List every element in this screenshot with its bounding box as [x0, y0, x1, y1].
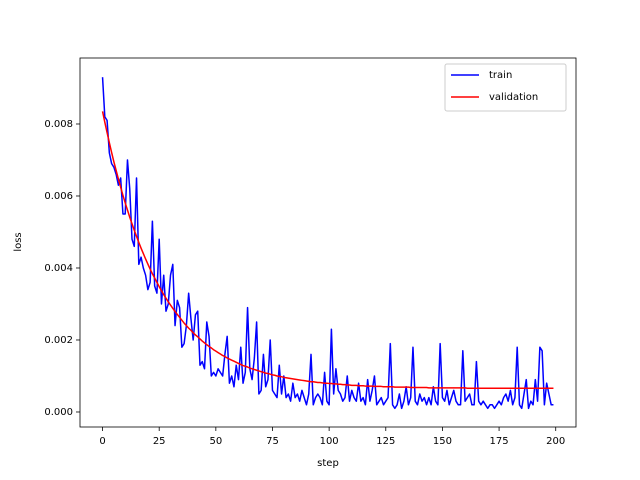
legend-label: train	[489, 70, 512, 81]
y-tick-label: 0.000	[44, 407, 73, 418]
y-tick-label: 0.006	[44, 191, 73, 202]
x-tick-label: 0	[99, 436, 105, 447]
y-axis-label: loss	[13, 232, 24, 251]
x-tick-label: 125	[376, 436, 395, 447]
y-tick-label: 0.004	[44, 263, 73, 274]
x-tick-label: 150	[433, 436, 452, 447]
legend-label: validation	[489, 92, 538, 103]
x-tick-label: 75	[266, 436, 279, 447]
x-axis-label: step	[317, 458, 339, 469]
axes-frame	[79, 57, 577, 428]
line-series	[101, 111, 554, 389]
x-tick-label: 25	[153, 436, 166, 447]
x-tick-label: 100	[320, 436, 339, 447]
x-tick-label: 175	[490, 436, 509, 447]
x-tick-label: 200	[546, 436, 565, 447]
y-tick-label: 0.008	[44, 119, 73, 130]
y-tick-label: 0.002	[44, 335, 73, 346]
line-series	[101, 77, 554, 410]
x-tick-label: 50	[209, 436, 222, 447]
